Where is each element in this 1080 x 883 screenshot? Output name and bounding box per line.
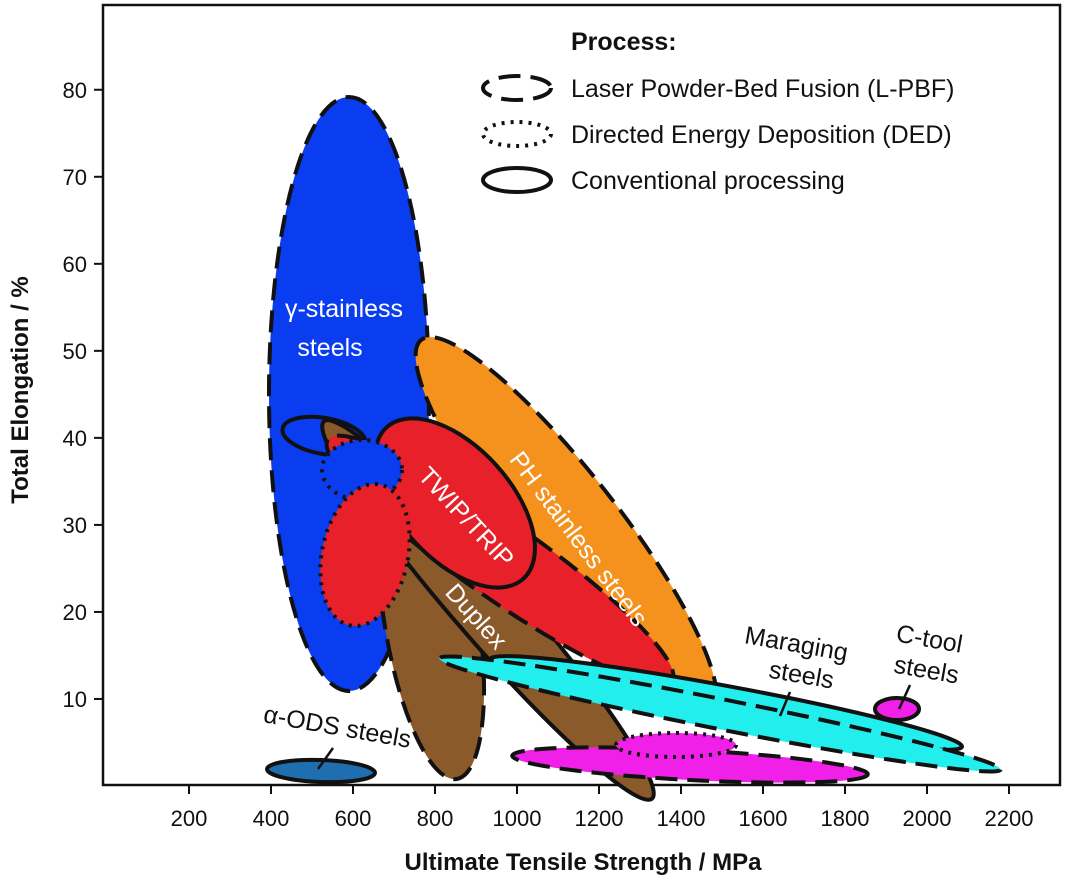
legend-swatch-solid xyxy=(481,166,553,194)
x-tick-label: 1200 xyxy=(575,806,624,831)
legend-label-lpbf: Laser Powder-Bed Fusion (L-PBF) xyxy=(571,75,954,103)
x-tick-label: 600 xyxy=(335,806,372,831)
regions xyxy=(265,95,1003,802)
y-tick-label: 60 xyxy=(63,252,87,277)
x-tick-label: 200 xyxy=(171,806,208,831)
legend-title: Process: xyxy=(571,28,677,56)
y-tick-label: 40 xyxy=(63,426,87,451)
region-ctool-ded xyxy=(614,731,738,759)
leader-ctool xyxy=(897,684,912,710)
x-tick-label: 1000 xyxy=(493,806,542,831)
y-tick-label: 50 xyxy=(63,339,87,364)
leader-ods xyxy=(316,747,335,770)
label-gamma-line2: steels xyxy=(297,334,362,362)
label-alpha-ods: α-ODS steels xyxy=(261,700,413,753)
region-twip-trip-conventional xyxy=(373,416,537,590)
region-ctool-lpbf xyxy=(510,745,870,785)
x-tick-label: 1600 xyxy=(739,806,788,831)
label-gamma-line1: γ-stainless xyxy=(285,295,403,323)
y-axis-ticks: 10 20 30 40 50 60 70 80 xyxy=(63,78,103,712)
x-tick-label: 2000 xyxy=(903,806,952,831)
y-tick-label: 70 xyxy=(63,165,87,190)
x-axis-ticks: 200 400 600 800 1000 1200 1400 1600 1800 2000 2200 xyxy=(171,785,1034,831)
region-twip-trip-ded xyxy=(318,482,412,628)
y-tick-label: 80 xyxy=(63,78,87,103)
legend-swatch-dashed xyxy=(481,74,553,102)
x-tick-label: 400 xyxy=(253,806,290,831)
y-tick-label: 30 xyxy=(63,513,87,538)
legend-swatch-dotted xyxy=(481,120,553,148)
region-maraging-lpbf xyxy=(437,654,1003,774)
region-ctool-conventional xyxy=(873,696,921,722)
y-axis-title: Total Elongation / % xyxy=(7,276,34,504)
plot-frame xyxy=(101,3,1062,787)
x-axis-title: Ultimate Tensile Strength / MPa xyxy=(405,849,763,876)
y-tick-label: 20 xyxy=(63,600,87,625)
region-alpha-ods-conventional xyxy=(265,757,377,785)
x-tick-label: 2200 xyxy=(985,806,1034,831)
x-tick-label: 1400 xyxy=(657,806,706,831)
legend: Process: Laser Powder-Bed Fusion (L-PBF)… xyxy=(481,28,954,195)
x-tick-label: 800 xyxy=(417,806,454,831)
leader-maraging xyxy=(778,691,792,717)
legend-label-conventional: Conventional processing xyxy=(571,167,845,195)
x-tick-label: 1800 xyxy=(821,806,870,831)
legend-label-ded: Directed Energy Deposition (DED) xyxy=(571,121,952,149)
y-tick-label: 10 xyxy=(63,687,87,712)
